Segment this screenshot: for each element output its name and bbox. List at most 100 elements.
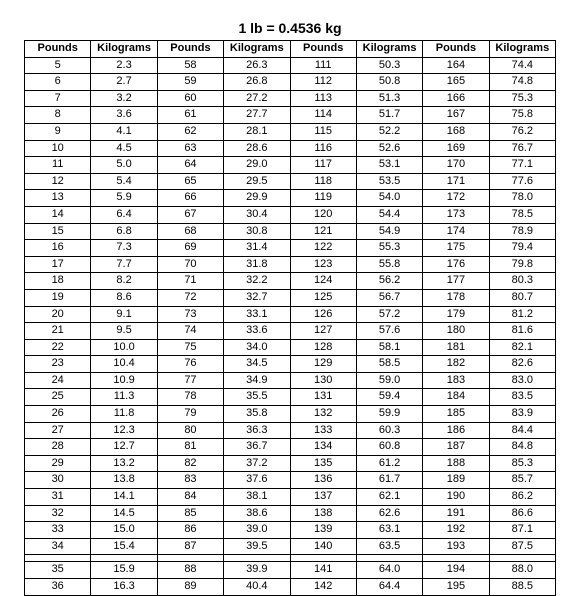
table-cell: 139: [290, 522, 356, 539]
table-cell: 81.6: [489, 323, 555, 340]
table-cell: 169: [423, 140, 489, 157]
table-cell: 16.3: [91, 579, 157, 596]
table-row: 2410.97734.913059.018383.0: [25, 372, 556, 389]
column-header: Pounds: [157, 41, 223, 58]
table-cell: 52.2: [356, 123, 422, 140]
table-cell: 192: [423, 522, 489, 539]
table-cell: 12.3: [91, 422, 157, 439]
table-cell: 128: [290, 339, 356, 356]
table-cell: 64.4: [356, 579, 422, 596]
table-cell: 178: [423, 289, 489, 306]
table-cell: 89: [157, 579, 223, 596]
table-cell: 62.6: [356, 505, 422, 522]
table-cell: 38.6: [224, 505, 290, 522]
table-cell: 142: [290, 579, 356, 596]
table-row: 3415.48739.514063.519387.5: [25, 538, 556, 555]
table-cell: 51.7: [356, 107, 422, 124]
table-cell: 22: [25, 339, 91, 356]
table-cell: 12: [25, 173, 91, 190]
table-cell: 9.1: [91, 306, 157, 323]
table-cell: 14.1: [91, 489, 157, 506]
table-cell: 126: [290, 306, 356, 323]
table-cell: 35.5: [224, 389, 290, 406]
table-row: 198.67232.712556.717880.7: [25, 289, 556, 306]
table-cell: 188: [423, 455, 489, 472]
table-cell: 84.4: [489, 422, 555, 439]
table-cell: 37.6: [224, 472, 290, 489]
table-cell: 59.4: [356, 389, 422, 406]
table-cell: 83.9: [489, 406, 555, 423]
table-row: 3616.38940.414264.419588.5: [25, 579, 556, 596]
table-cell: 84.8: [489, 439, 555, 456]
table-cell: 87.1: [489, 522, 555, 539]
table-cell: 27.7: [224, 107, 290, 124]
table-cell: 32: [25, 505, 91, 522]
table-row: 73.26027.211351.316675.3: [25, 90, 556, 107]
conversion-table: PoundsKilogramsPoundsKilogramsPoundsKilo…: [24, 40, 556, 596]
table-row: 188.27132.212456.217780.3: [25, 273, 556, 290]
table-cell: 75.8: [489, 107, 555, 124]
table-cell: 61.2: [356, 455, 422, 472]
table-cell: 168: [423, 123, 489, 140]
table-cell: 82.6: [489, 356, 555, 373]
table-row: 104.56328.611652.616976.7: [25, 140, 556, 157]
table-cell: 114: [290, 107, 356, 124]
table-cell: 8.2: [91, 273, 157, 290]
table-cell: 119: [290, 190, 356, 207]
table-row: 156.86830.812154.917478.9: [25, 223, 556, 240]
table-cell: 29.0: [224, 157, 290, 174]
table-cell: 10: [25, 140, 91, 157]
table-cell: 136: [290, 472, 356, 489]
table-cell: 3.6: [91, 107, 157, 124]
table-cell: 180: [423, 323, 489, 340]
table-cell: 34.9: [224, 372, 290, 389]
table-cell: 182: [423, 356, 489, 373]
table-cell: 79.8: [489, 256, 555, 273]
table-cell: 88: [157, 562, 223, 579]
table-cell: 72: [157, 289, 223, 306]
table-row: 115.06429.011753.117077.1: [25, 157, 556, 174]
table-cell: 53.1: [356, 157, 422, 174]
table-gap-row: [25, 555, 556, 562]
table-cell: 54.9: [356, 223, 422, 240]
table-cell: 88.0: [489, 562, 555, 579]
table-cell: 172: [423, 190, 489, 207]
table-cell: 31: [25, 489, 91, 506]
table-cell: 184: [423, 389, 489, 406]
table-cell: 74.4: [489, 57, 555, 74]
table-cell: 73: [157, 306, 223, 323]
table-cell: 123: [290, 256, 356, 273]
table-cell: 61.7: [356, 472, 422, 489]
table-cell: 166: [423, 90, 489, 107]
table-cell: 60.3: [356, 422, 422, 439]
table-cell: 59: [157, 74, 223, 91]
table-cell: 54.4: [356, 206, 422, 223]
table-cell: 5.4: [91, 173, 157, 190]
table-cell: 6.4: [91, 206, 157, 223]
table-cell: 189: [423, 472, 489, 489]
table-cell: 15.0: [91, 522, 157, 539]
table-cell: 50.8: [356, 74, 422, 91]
column-header: Pounds: [423, 41, 489, 58]
table-cell: 13.8: [91, 472, 157, 489]
table-cell: 74.8: [489, 74, 555, 91]
table-cell: 174: [423, 223, 489, 240]
table-row: 3114.18438.113762.119086.2: [25, 489, 556, 506]
table-cell: 26.8: [224, 74, 290, 91]
table-cell: 16: [25, 240, 91, 257]
table-cell: 78.5: [489, 206, 555, 223]
table-row: 146.46730.412054.417378.5: [25, 206, 556, 223]
table-cell: 170: [423, 157, 489, 174]
table-row: 2712.38036.313360.318684.4: [25, 422, 556, 439]
table-cell: 2.3: [91, 57, 157, 74]
table-cell: 33: [25, 522, 91, 539]
table-cell: 15.4: [91, 538, 157, 555]
table-cell: 116: [290, 140, 356, 157]
table-cell: 79.4: [489, 240, 555, 257]
table-cell: 195: [423, 579, 489, 596]
table-cell: 25: [25, 389, 91, 406]
table-cell: 12.7: [91, 439, 157, 456]
table-cell: 127: [290, 323, 356, 340]
table-cell: 28: [25, 439, 91, 456]
table-cell: 141: [290, 562, 356, 579]
